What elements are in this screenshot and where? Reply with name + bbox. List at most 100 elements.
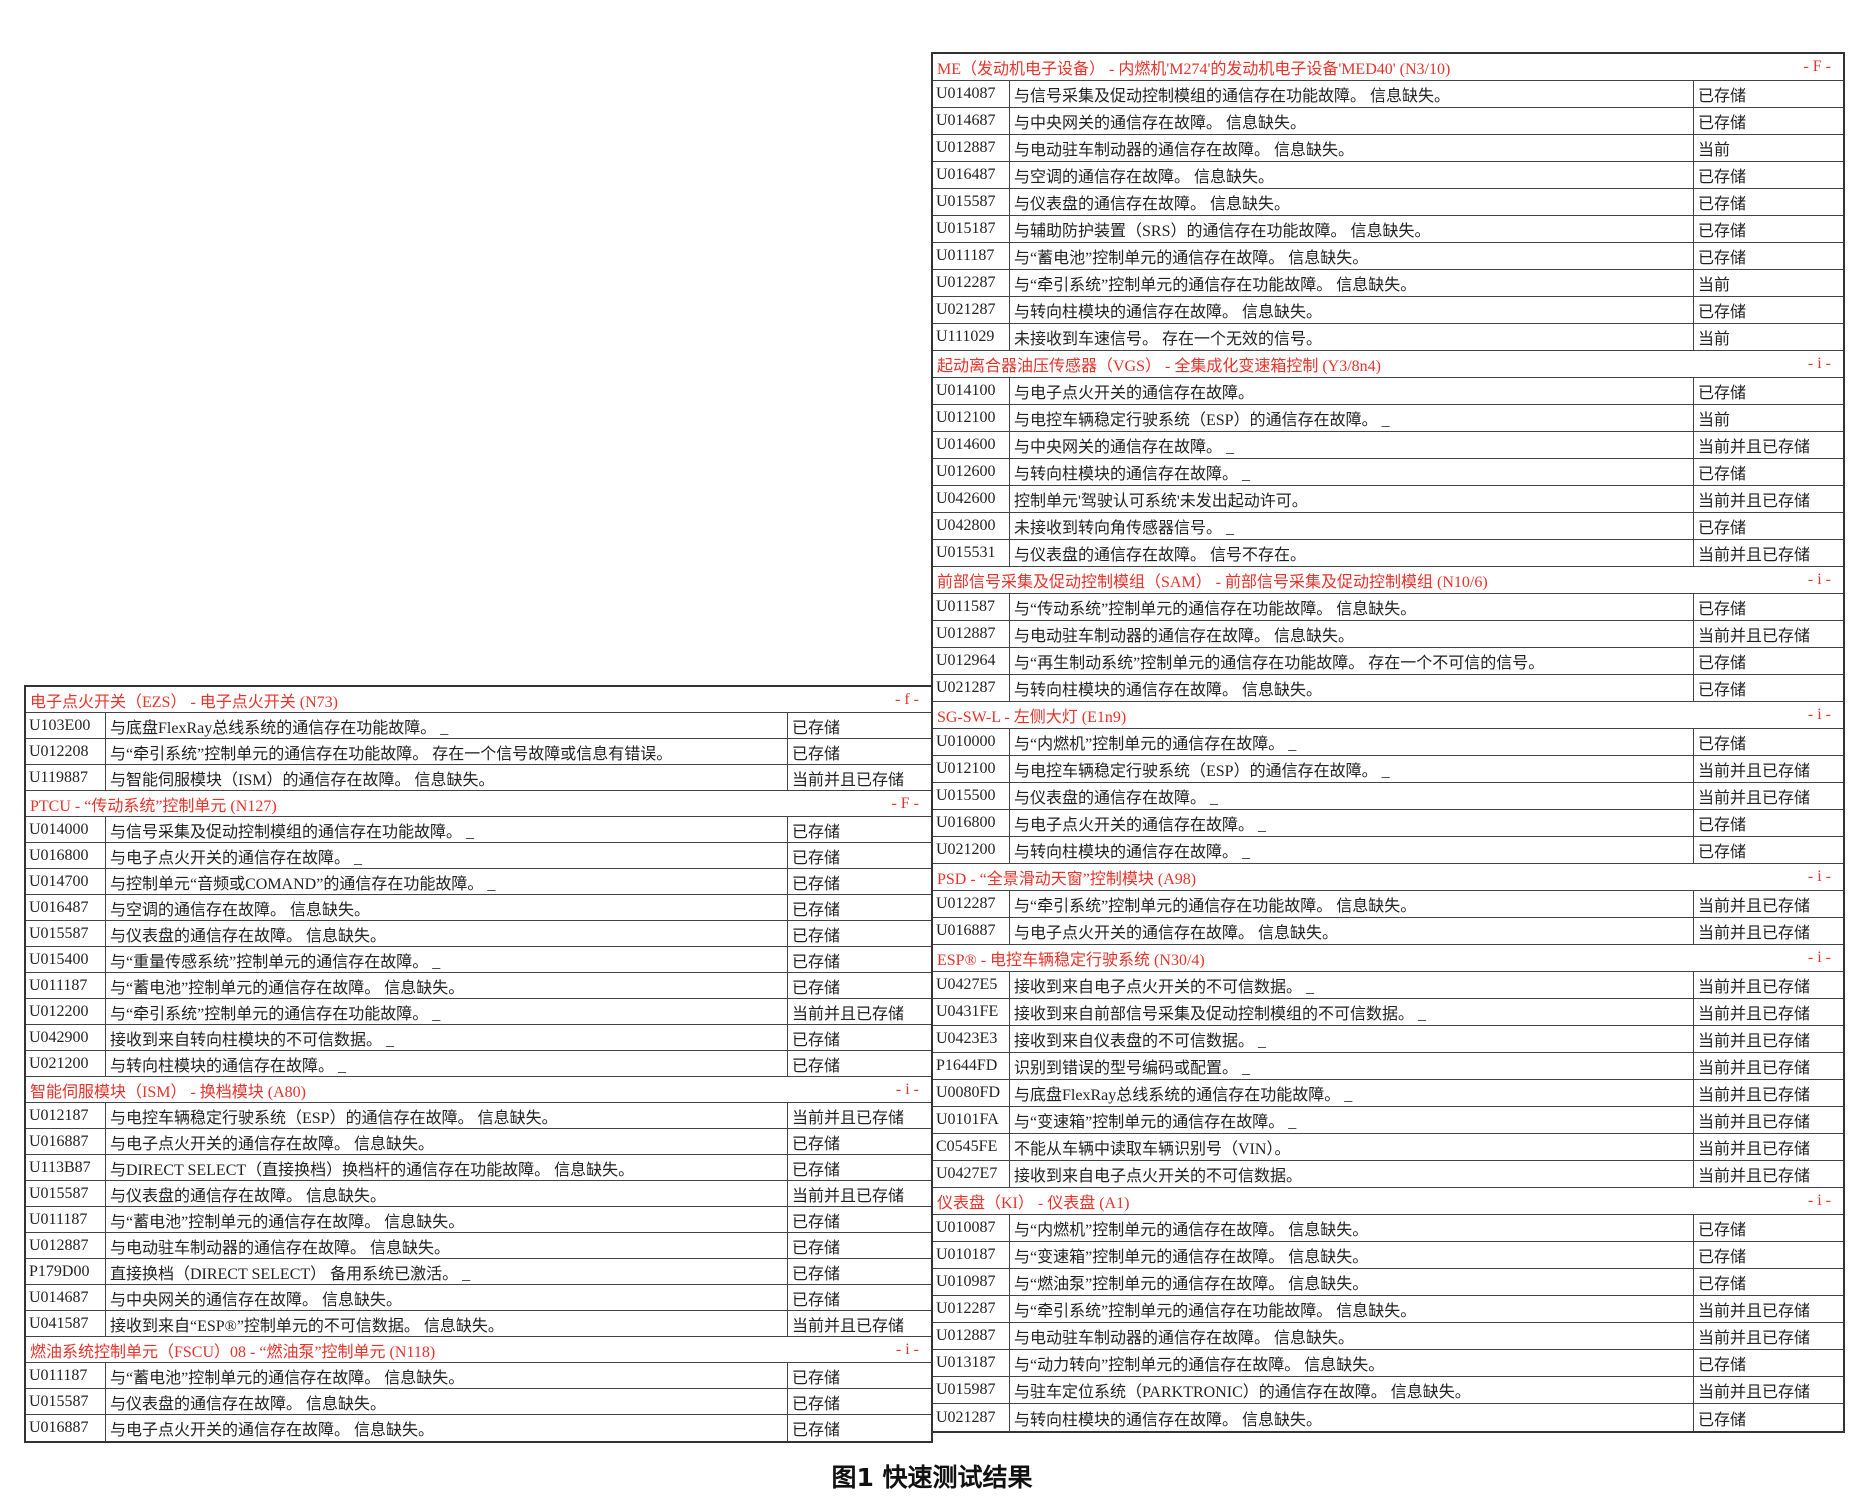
fault-row: U016487 与空调的通信存在故障。 信息缺失。 已存储 — [26, 895, 931, 921]
section-flag: - i - — [1807, 868, 1831, 885]
fault-description: 与电控车辆稳定行驶系统（ESP）的通信存在故障。 _ — [1014, 412, 1390, 429]
fault-row: U015587 与仪表盘的通信存在故障。 信息缺失。 已存储 — [26, 1389, 931, 1415]
fault-code: U0427E7 — [933, 1161, 1010, 1187]
fault-row: U011187 与“蓄电池”控制单元的通信存在故障。 信息缺失。 已存储 — [26, 1207, 931, 1233]
fault-row: U010087 与“内燃机”控制单元的通信存在故障。 信息缺失。 已存储 — [933, 1215, 1843, 1242]
fault-description: 与辅助防护装置（SRS）的通信存在功能故障。 信息缺失。 — [1014, 223, 1431, 240]
fault-row: U012100 与电控车辆稳定行驶系统（ESP）的通信存在故障。 _ 当前并且已存储 — [933, 756, 1843, 783]
fault-code: P179D00 — [26, 1259, 106, 1284]
fault-code: U010000 — [933, 729, 1010, 755]
fault-row: U014600 与中央网关的通信存在故障。 _ 当前并且已存储 — [933, 432, 1843, 459]
fault-code: U119887 — [26, 765, 106, 790]
fault-description: 与仪表盘的通信存在故障。 信息缺失。 — [110, 927, 387, 945]
fault-code: U042800 — [933, 513, 1010, 539]
fault-row: C0545FE 不能从车辆中读取车辆识别号（VIN）。 当前并且已存储 — [933, 1134, 1843, 1161]
fault-status: 已存储 — [787, 973, 931, 998]
fault-status: 已存储 — [1693, 594, 1843, 620]
fault-description: 与DIRECT SELECT（直接换档）换档杆的通信存在功能故障。 信息缺失。 — [110, 1161, 635, 1179]
fault-description: 与空调的通信存在故障。 信息缺失。 — [1014, 169, 1275, 186]
fault-description: 与电控车辆稳定行驶系统（ESP）的通信存在故障。 信息缺失。 — [110, 1109, 558, 1127]
fault-status: 当前并且已存储 — [787, 1311, 931, 1336]
fault-code: U011187 — [933, 243, 1010, 269]
fault-code: U012287 — [933, 891, 1010, 917]
fault-status: 已存储 — [1693, 216, 1843, 242]
fault-description: 与电控车辆稳定行驶系统（ESP）的通信存在故障。 _ — [1014, 763, 1390, 780]
fault-status: 已存储 — [1693, 378, 1843, 404]
fault-code: U021287 — [933, 297, 1010, 323]
fault-status: 当前 — [1693, 405, 1843, 431]
fault-row: U016887 与电子点火开关的通信存在故障。 信息缺失。 已存储 — [26, 1129, 931, 1155]
fault-row: U012887 与电动驻车制动器的通信存在故障。 信息缺失。 已存储 — [26, 1233, 931, 1259]
section-header: 智能伺服模块（ISM） - 换档模块 (A80) - i - — [26, 1077, 931, 1103]
fault-status: 当前并且已存储 — [1693, 1296, 1843, 1322]
fault-status: 已存储 — [1693, 513, 1843, 539]
fault-row: U015587 与仪表盘的通信存在故障。 信息缺失。 已存储 — [26, 921, 931, 947]
fault-code: U012287 — [933, 270, 1010, 296]
fault-status: 当前并且已存储 — [1693, 918, 1843, 944]
fault-row: U016487 与空调的通信存在故障。 信息缺失。 已存储 — [933, 162, 1843, 189]
fault-description: 与“再生制动系统”控制单元的通信存在功能故障。 存在一个不可信的信号。 — [1014, 655, 1545, 672]
fault-row: U042800 未接收到转向角传感器信号。 _ 已存储 — [933, 513, 1843, 540]
fault-description: 与“变速箱”控制单元的通信存在故障。 信息缺失。 — [1014, 1249, 1369, 1266]
fault-description: 与“牵引系统”控制单元的通信存在功能故障。 信息缺失。 — [1014, 898, 1417, 915]
fault-description: 与仪表盘的通信存在故障。 信号不存在。 — [1014, 547, 1307, 564]
fault-description: 与电动驻车制动器的通信存在故障。 信息缺失。 — [1014, 142, 1355, 159]
fault-code: U014687 — [933, 108, 1010, 134]
fault-description: 与电子点火开关的通信存在故障。 信息缺失。 — [1014, 925, 1339, 942]
fault-code: U016887 — [933, 918, 1010, 944]
fault-row: U014100 与电子点火开关的通信存在故障。 已存储 — [933, 378, 1843, 405]
fault-code: U012187 — [26, 1103, 106, 1128]
fault-row: U010000 与“内燃机”控制单元的通信存在故障。 _ 已存储 — [933, 729, 1843, 756]
fault-description: 与转向柱模块的通信存在故障。 _ — [110, 1057, 347, 1075]
fault-row: U012887 与电动驻车制动器的通信存在故障。 信息缺失。 当前 — [933, 135, 1843, 162]
fault-description: 与“蓄电池”控制单元的通信存在故障。 信息缺失。 — [110, 979, 465, 997]
fault-status: 已存储 — [1693, 1242, 1843, 1268]
fault-status: 已存储 — [787, 1025, 931, 1050]
section-flag: - f - — [895, 690, 919, 708]
fault-status: 已存储 — [787, 843, 931, 868]
fault-status: 已存储 — [787, 1051, 931, 1076]
fault-row: U012187 与电控车辆稳定行驶系统（ESP）的通信存在故障。 信息缺失。 当前并… — [26, 1103, 931, 1129]
fault-description: 与转向柱模块的通信存在故障。 _ — [1014, 844, 1251, 861]
fault-code: U013187 — [933, 1350, 1010, 1376]
fault-status: 已存储 — [1693, 189, 1843, 215]
fault-row: U041587 接收到来自“ESP®”控制单元的不可信数据。 信息缺失。 当前并且已… — [26, 1311, 931, 1337]
fault-row: U011187 与“蓄电池”控制单元的通信存在故障。 信息缺失。 已存储 — [26, 1363, 931, 1389]
fault-code: U014087 — [933, 81, 1010, 107]
fault-description: 识别到错误的型号编码或配置。 _ — [1014, 1060, 1251, 1077]
section-flag: - i - — [895, 1080, 919, 1098]
fault-description: 不能从车辆中读取车辆识别号（VIN）。 — [1014, 1141, 1291, 1158]
section-header: ME（发动机电子设备） - 内燃机'M274'的发动机电子设备'MED40' (… — [933, 54, 1843, 81]
fault-status: 已存储 — [787, 1233, 931, 1258]
fault-row: P1644FD 识别到错误的型号编码或配置。 _ 当前并且已存储 — [933, 1053, 1843, 1080]
fault-row: U111029 未接收到车速信号。 存在一个无效的信号。 当前 — [933, 324, 1843, 351]
fault-row: U014087 与信号采集及促动控制模组的通信存在功能故障。 信息缺失。 已存储 — [933, 81, 1843, 108]
fault-status: 当前并且已存储 — [1693, 1080, 1843, 1106]
fault-code: U012100 — [933, 756, 1010, 782]
fault-row: U0427E5 接收到来自电子点火开关的不可信数据。 _ 当前并且已存储 — [933, 972, 1843, 999]
fault-description: 与中央网关的通信存在故障。 信息缺失。 — [1014, 115, 1307, 132]
fault-row: U016887 与电子点火开关的通信存在故障。 信息缺失。 当前并且已存储 — [933, 918, 1843, 945]
fault-description: 与信号采集及促动控制模组的通信存在功能故障。 信息缺失。 — [1014, 88, 1451, 105]
fault-status: 当前并且已存储 — [1693, 1161, 1843, 1187]
fault-status: 已存储 — [1693, 675, 1843, 701]
fault-code: U014600 — [933, 432, 1010, 458]
left-table: 电子点火开关（EZS） - 电子点火开关 (N73) - f - U103E00 与底… — [24, 685, 933, 1443]
section-title: 仪表盘（KI） - 仪表盘 (A1) — [937, 1195, 1130, 1212]
fault-row: U012600 与转向柱模块的通信存在故障。 _ 已存储 — [933, 459, 1843, 486]
fault-description: 与电子点火开关的通信存在故障。 _ — [1014, 817, 1267, 834]
fault-description: 与转向柱模块的通信存在故障。 信息缺失。 — [1014, 304, 1323, 321]
fault-description: 与转向柱模块的通信存在故障。 _ — [1014, 466, 1251, 483]
fault-status: 已存储 — [787, 947, 931, 972]
fault-code: U0423E3 — [933, 1026, 1010, 1052]
fault-description: 与“牵引系统”控制单元的通信存在功能故障。 信息缺失。 — [1014, 1303, 1417, 1320]
fault-row: U113B87 与DIRECT SELECT（直接换档）换档杆的通信存在功能故障。… — [26, 1155, 931, 1181]
fault-row: P179D00 直接换档（DIRECT SELECT） 备用系统已激活。 _ 已存储 — [26, 1259, 931, 1285]
section-flag: - F - — [891, 794, 919, 812]
fault-row: U014700 与控制单元“音频或COMAND”的通信存在功能故障。 _ 已存储 — [26, 869, 931, 895]
section-title: SG-SW-L - 左侧大灯 (E1n9) — [937, 709, 1127, 726]
section-title: 智能伺服模块（ISM） - 换档模块 (A80) — [30, 1083, 306, 1101]
section-flag: - F - — [1803, 58, 1831, 75]
fault-description: 与“内燃机”控制单元的通信存在故障。 _ — [1014, 736, 1297, 753]
fault-row: U015587 与仪表盘的通信存在故障。 信息缺失。 当前并且已存储 — [26, 1181, 931, 1207]
